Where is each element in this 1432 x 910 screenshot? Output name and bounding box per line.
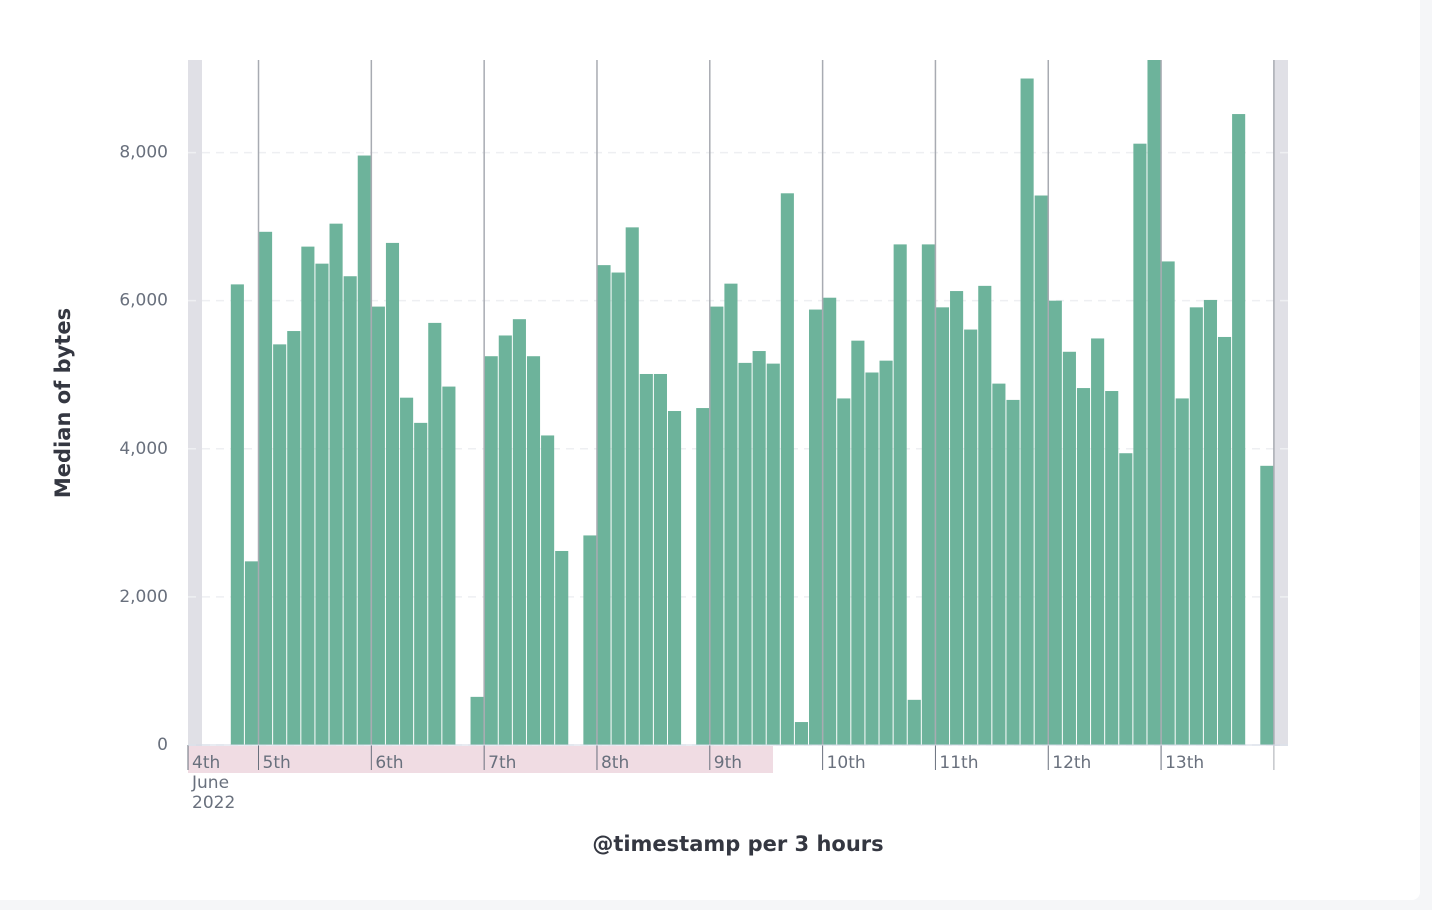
bar <box>1133 143 1147 745</box>
bar <box>879 360 893 745</box>
bar <box>639 373 653 745</box>
y-tick-label: 6,000 <box>119 291 168 311</box>
bar <box>1076 388 1091 745</box>
bar <box>710 306 724 745</box>
bar <box>696 408 710 745</box>
bar <box>1020 78 1034 746</box>
bar <box>893 244 907 745</box>
bar <box>244 561 259 745</box>
bar <box>1091 338 1105 745</box>
x-tick-label: 4th <box>192 753 220 773</box>
out-of-range-left <box>188 60 202 746</box>
bar <box>1217 336 1232 745</box>
x-tick-label: 9th <box>714 753 742 773</box>
bar <box>625 227 639 745</box>
x-tick-label: 6th <box>375 753 403 773</box>
x-tick-label: 12th <box>1052 753 1091 773</box>
bar <box>583 535 597 745</box>
bar <box>865 372 879 745</box>
bar <box>978 285 992 745</box>
bar <box>301 246 315 745</box>
bar <box>400 397 414 745</box>
bar <box>371 306 385 745</box>
y-tick-label: 2,000 <box>119 587 168 607</box>
y-tick-label: 0 <box>157 735 168 755</box>
bar <box>385 242 400 745</box>
x-tick-label: 11th <box>939 753 978 773</box>
bar <box>738 362 752 745</box>
bar <box>1147 60 1161 745</box>
bar <box>1048 300 1062 745</box>
bar <box>470 696 484 745</box>
bar <box>1161 261 1175 745</box>
x-axis-title: @timestamp per 3 hours <box>592 832 883 856</box>
bar <box>752 351 766 745</box>
bar <box>1232 114 1246 746</box>
bar <box>1189 307 1203 745</box>
bar <box>287 331 301 745</box>
bar <box>442 386 456 745</box>
bar <box>526 356 541 745</box>
bar <box>273 344 287 745</box>
bar <box>992 383 1006 745</box>
y-tick-label: 4,000 <box>119 439 168 459</box>
bar <box>667 411 682 745</box>
bar <box>851 340 865 745</box>
bar <box>512 319 526 745</box>
bar <box>259 231 273 745</box>
out-of-range-right <box>1274 60 1288 746</box>
bar <box>1203 299 1217 745</box>
bar <box>414 422 428 745</box>
x-tick-label: 10th <box>827 753 866 773</box>
bar <box>780 193 794 745</box>
bar <box>1175 398 1189 745</box>
bar <box>766 363 780 745</box>
bar <box>498 335 512 745</box>
time-highlight <box>188 746 773 773</box>
bar <box>907 699 921 745</box>
y-tick-label: 8,000 <box>119 143 168 163</box>
bar <box>1119 453 1133 745</box>
bar <box>921 244 935 745</box>
period-label: 2022 <box>192 793 235 813</box>
bar <box>315 263 329 745</box>
bar <box>1062 351 1076 745</box>
bar <box>724 283 738 745</box>
bar <box>484 356 498 745</box>
x-tick-label: 5th <box>263 753 291 773</box>
bar <box>823 297 837 745</box>
bar <box>230 284 244 745</box>
bar <box>950 291 964 745</box>
x-tick-label: 8th <box>601 753 629 773</box>
x-tick-label: 7th <box>488 753 516 773</box>
bar <box>611 272 625 745</box>
bar <box>1034 195 1048 745</box>
bar <box>1105 391 1119 745</box>
bar <box>653 373 667 745</box>
bar <box>1260 465 1274 745</box>
bar <box>964 329 978 745</box>
bar <box>809 309 823 745</box>
bar <box>794 722 809 745</box>
period-label: June <box>191 773 229 793</box>
bar <box>329 223 343 746</box>
bar <box>541 435 555 745</box>
bar <box>597 265 611 745</box>
bar <box>555 550 569 745</box>
bar <box>1006 399 1020 745</box>
y-axis-title: Median of bytes <box>51 308 75 498</box>
bar <box>357 155 371 745</box>
bar <box>428 322 442 745</box>
bar <box>837 398 851 745</box>
x-tick-label: 13th <box>1165 753 1204 773</box>
bar <box>935 307 950 745</box>
bar <box>343 276 357 745</box>
